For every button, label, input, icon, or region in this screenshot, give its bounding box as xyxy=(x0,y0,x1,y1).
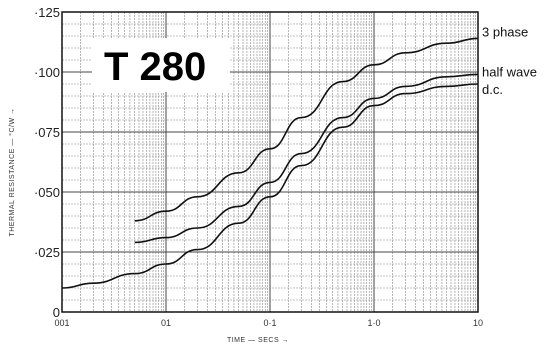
series-line-3-phase xyxy=(134,37,479,222)
x-tick-label: 10 xyxy=(473,318,483,328)
x-tick-label: 001 xyxy=(54,318,69,328)
series-line-d-c xyxy=(61,83,479,289)
y-tick-label: ·125 xyxy=(34,5,60,20)
x-tick-label: 0·1 xyxy=(263,318,276,328)
title-box xyxy=(92,38,230,92)
x-axis-label: TIME — SECS → xyxy=(227,337,289,344)
y-axis-label: THERMAL RESISTANCE — °C/W → xyxy=(8,107,16,236)
y-tick-label: ·025 xyxy=(34,245,60,260)
y-tick-label: ·050 xyxy=(34,185,60,200)
y-tick-label: 0 xyxy=(53,305,60,320)
series-lines xyxy=(61,37,479,289)
series-label-d-c: d.c. xyxy=(482,82,503,97)
y-tick-label: ·075 xyxy=(34,125,60,140)
chart-title: T 280 xyxy=(104,45,206,89)
plot-frame xyxy=(61,11,479,313)
series-labels: 3 phase half wave d.c. xyxy=(482,24,537,97)
series-label-3-phase: 3 phase xyxy=(482,24,528,39)
tick-labels: 0 ·025 ·050 ·075 ·100 ·125 001 01 0·1 1·0 10 xyxy=(34,5,483,328)
y-tick-label: ·100 xyxy=(34,65,60,80)
series-line-half-wave xyxy=(134,73,479,244)
x-tick-label: 01 xyxy=(161,318,171,328)
series-label-half-wave: half wave xyxy=(482,64,537,79)
x-tick-label: 1·0 xyxy=(367,318,380,328)
